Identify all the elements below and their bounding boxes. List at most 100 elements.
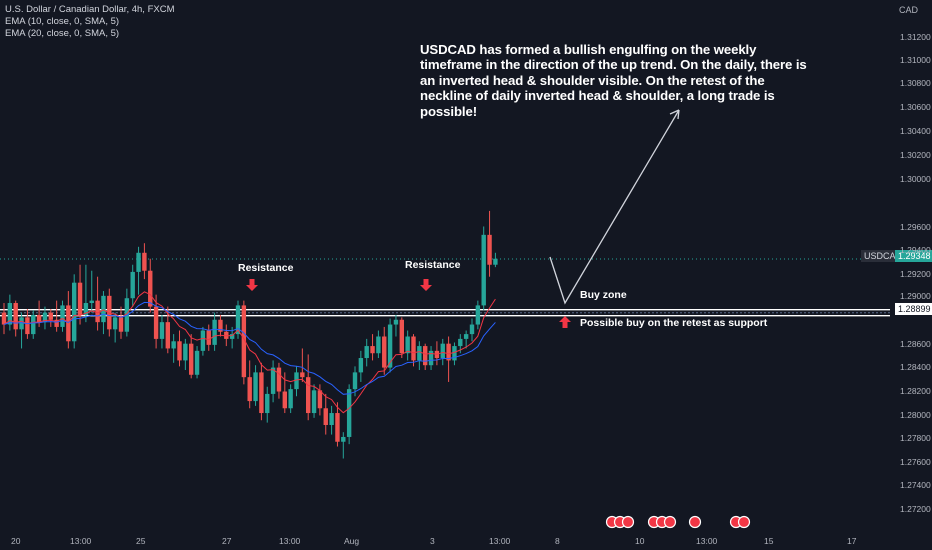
candle[interactable] xyxy=(282,391,287,409)
candle[interactable] xyxy=(276,367,282,392)
event-flag-icon[interactable] xyxy=(621,515,635,529)
candle[interactable] xyxy=(212,319,217,345)
candle[interactable] xyxy=(54,319,59,327)
candle[interactable] xyxy=(25,317,30,335)
candle[interactable] xyxy=(335,413,340,442)
candle[interactable] xyxy=(475,305,481,325)
candle[interactable] xyxy=(165,322,170,349)
candle[interactable] xyxy=(142,252,147,271)
candle[interactable] xyxy=(77,282,83,315)
candle[interactable] xyxy=(382,336,387,368)
candle[interactable] xyxy=(452,346,457,361)
candle[interactable] xyxy=(189,343,194,375)
candle[interactable] xyxy=(423,346,428,366)
candle[interactable] xyxy=(341,436,346,442)
candle[interactable] xyxy=(306,377,311,414)
candle[interactable] xyxy=(89,300,94,304)
candle[interactable] xyxy=(329,413,334,426)
candle[interactable] xyxy=(159,322,165,339)
candle[interactable] xyxy=(411,336,416,361)
legend-ema20[interactable]: EMA (20, close, 0, SMA, 5) xyxy=(5,28,120,39)
price-axis-label: 1.27600 xyxy=(900,457,931,467)
candle[interactable] xyxy=(358,358,364,373)
price-axis-label: 1.30400 xyxy=(900,126,931,136)
candle[interactable] xyxy=(107,295,112,330)
candle[interactable] xyxy=(481,234,486,306)
candle[interactable] xyxy=(376,336,381,354)
candle[interactable] xyxy=(463,334,469,339)
candle[interactable] xyxy=(405,336,410,354)
candle[interactable] xyxy=(60,305,65,327)
candle[interactable] xyxy=(458,338,463,347)
candle[interactable] xyxy=(440,343,445,359)
candle[interactable] xyxy=(72,282,77,342)
candle[interactable] xyxy=(428,350,434,366)
candle[interactable] xyxy=(317,390,323,409)
arrow-head-icon xyxy=(669,109,680,120)
event-flag-icon[interactable] xyxy=(688,515,702,529)
candle[interactable] xyxy=(101,295,106,323)
possible-buy-label[interactable]: Possible buy on the retest as support xyxy=(580,317,768,329)
candle[interactable] xyxy=(487,234,492,265)
analysis-note[interactable]: USDCAD has formed a bullish engulfing on… xyxy=(420,42,807,119)
candle[interactable] xyxy=(183,343,188,361)
candle[interactable] xyxy=(417,346,422,361)
candle[interactable] xyxy=(265,393,270,414)
candle[interactable] xyxy=(171,341,176,349)
candle[interactable] xyxy=(446,343,451,361)
candle[interactable] xyxy=(235,305,241,335)
candle[interactable] xyxy=(36,314,42,323)
candle[interactable] xyxy=(13,303,18,330)
projection-path[interactable] xyxy=(549,109,680,305)
candle[interactable] xyxy=(364,346,369,359)
candle[interactable] xyxy=(259,372,264,414)
candle[interactable] xyxy=(294,372,299,390)
candle[interactable] xyxy=(153,306,159,339)
candle[interactable] xyxy=(352,372,358,390)
buy-zone-label[interactable]: Buy zone xyxy=(580,289,627,301)
candle[interactable] xyxy=(399,319,404,354)
candle[interactable] xyxy=(218,319,223,332)
candle[interactable] xyxy=(130,271,135,299)
candle[interactable] xyxy=(177,341,182,361)
candle[interactable] xyxy=(31,314,36,335)
candle[interactable] xyxy=(48,312,53,320)
candle[interactable] xyxy=(387,324,393,368)
candle[interactable] xyxy=(323,408,328,426)
candle[interactable] xyxy=(241,305,247,378)
candle[interactable] xyxy=(42,312,48,323)
candle[interactable] xyxy=(288,389,293,409)
candle[interactable] xyxy=(136,252,141,272)
candle[interactable] xyxy=(194,350,200,375)
candle[interactable] xyxy=(493,258,498,265)
candle[interactable] xyxy=(469,324,475,335)
candle[interactable] xyxy=(118,317,124,332)
candle[interactable] xyxy=(19,317,24,330)
candle[interactable] xyxy=(7,303,13,325)
candle[interactable] xyxy=(370,346,375,354)
candle[interactable] xyxy=(247,377,252,402)
candle[interactable] xyxy=(112,317,118,330)
resistance-label-2[interactable]: Resistance xyxy=(405,259,461,271)
event-flag-icon[interactable] xyxy=(737,515,751,529)
candle[interactable] xyxy=(346,389,352,437)
candle[interactable] xyxy=(311,390,317,414)
candle[interactable] xyxy=(224,331,229,339)
candle[interactable] xyxy=(229,334,235,339)
event-flag-icon[interactable] xyxy=(663,515,677,529)
resistance-label-1[interactable]: Resistance xyxy=(238,262,294,274)
legend-ema10[interactable]: EMA (10, close, 0, SMA, 5) xyxy=(5,16,120,27)
candle[interactable] xyxy=(253,372,258,402)
candle[interactable] xyxy=(300,372,305,378)
candle[interactable] xyxy=(83,303,89,315)
candle[interactable] xyxy=(1,312,7,325)
candle[interactable] xyxy=(206,330,211,345)
candle[interactable] xyxy=(148,270,153,307)
candle[interactable] xyxy=(270,367,276,394)
candle[interactable] xyxy=(200,330,206,351)
candle[interactable] xyxy=(95,300,100,323)
candle[interactable] xyxy=(393,319,399,325)
legend-symbol[interactable]: U.S. Dollar / Canadian Dollar, 4h, FXCM xyxy=(5,4,175,15)
